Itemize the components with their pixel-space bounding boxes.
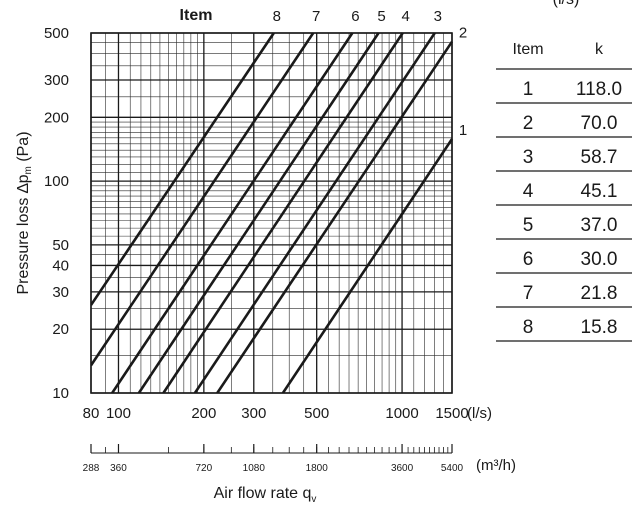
table-cell-k: 37.0 <box>581 215 618 236</box>
series-label-1: 1 <box>459 122 467 139</box>
secondary-tick-label: 1800 <box>306 463 329 474</box>
x-tick-label: 80 <box>83 405 100 422</box>
series-line-4 <box>162 32 404 393</box>
table-cell-item: 1 <box>523 79 534 100</box>
x-tick-label: 100 <box>106 405 131 422</box>
x-tick-label: 1500 <box>435 405 468 422</box>
y-tick-label: 100 <box>44 173 69 190</box>
x-tick-label: 500 <box>304 405 329 422</box>
y-tick-label: 40 <box>52 257 69 274</box>
secondary-tick-label: 1080 <box>243 463 266 474</box>
secondary-tick-label: 5400 <box>441 463 464 474</box>
x-unit-label: (l/s) <box>467 405 492 422</box>
series-line-5 <box>137 32 380 393</box>
table-cell-item: 2 <box>523 113 534 134</box>
series-label-3: 3 <box>434 8 442 25</box>
table-cell-k: 58.7 <box>581 147 618 168</box>
series-line-6 <box>111 32 354 393</box>
k-value-table: (l/s) Item k 1 118.0 2 70.0 3 58.7 4 45.1 5 37.0 6 30.… <box>496 0 632 342</box>
table-header-k: k <box>595 41 604 58</box>
y-tick-label: 50 <box>52 237 69 254</box>
secondary-x-axis: 288 360 720 1080 1800 3600 5400 (m³/h) <box>83 444 516 474</box>
series-line-8 <box>91 32 275 306</box>
table-cell-item: 5 <box>523 215 534 236</box>
y-tick-label: 30 <box>52 284 69 301</box>
table-cell-item: 7 <box>523 283 534 304</box>
secondary-tick-label: 360 <box>110 463 127 474</box>
secondary-unit-label: (m³/h) <box>476 457 516 474</box>
series-label-6: 6 <box>351 8 359 25</box>
x-tick-label: 200 <box>191 405 216 422</box>
series-curves <box>91 32 454 393</box>
secondary-tick-label: 3600 <box>391 463 414 474</box>
series-label-5: 5 <box>377 8 385 25</box>
x-tick-label: 300 <box>241 405 266 422</box>
series-label-7: 7 <box>312 8 320 25</box>
secondary-tick-label: 288 <box>83 463 100 474</box>
plot-frame <box>90 32 453 394</box>
series-label-2: 2 <box>459 25 467 42</box>
table-header-item: Item <box>512 41 543 58</box>
table-cell-item: 3 <box>523 147 534 168</box>
series-line-1 <box>281 138 454 393</box>
y-axis-title: Pressure loss ∆pm (Pa) <box>15 131 34 294</box>
y-tick-label: 20 <box>52 321 69 338</box>
y-tick-label: 200 <box>44 109 69 126</box>
x-axis-title: Air flow rate qv <box>214 485 317 505</box>
table-cell-k: 118.0 <box>576 79 622 100</box>
table-cell-k: 15.8 <box>581 317 618 338</box>
table-cell-item: 6 <box>523 249 534 270</box>
table-title: (l/s) <box>553 0 580 8</box>
secondary-tick-label: 720 <box>196 463 213 474</box>
series-label-4: 4 <box>402 8 410 25</box>
table-cell-k: 21.8 <box>581 283 618 304</box>
y-tick-label: 500 <box>44 25 69 42</box>
y-tick-label: 300 <box>44 72 69 89</box>
series-line-2 <box>216 40 454 393</box>
series-label-8: 8 <box>273 8 281 25</box>
y-tick-label: 10 <box>52 385 69 402</box>
item-header: Item <box>180 7 213 24</box>
table-cell-k: 45.1 <box>581 181 618 202</box>
table-cell-item: 8 <box>523 317 534 338</box>
series-line-7 <box>91 32 315 367</box>
x-tick-label: 1000 <box>385 405 418 422</box>
table-cell-item: 4 <box>523 181 534 202</box>
series-line-3 <box>193 32 436 393</box>
table-cell-k: 30.0 <box>581 249 618 270</box>
table-cell-k: 70.0 <box>581 113 618 134</box>
